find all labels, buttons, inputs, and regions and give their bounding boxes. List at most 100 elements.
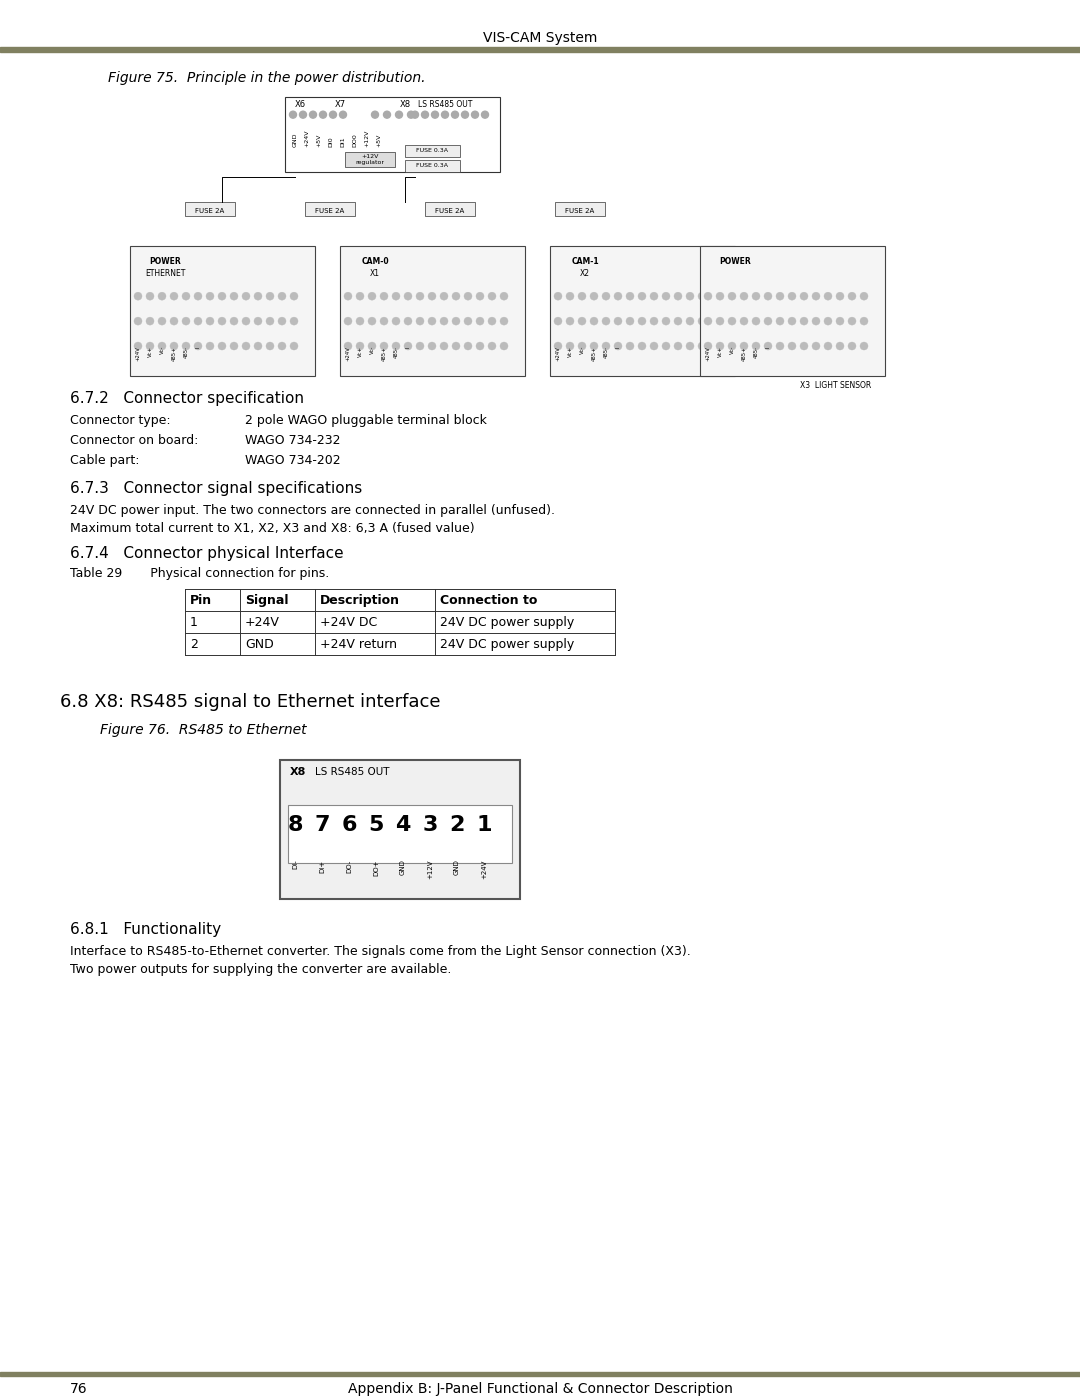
Text: FUSE 0.3A: FUSE 0.3A <box>416 163 448 168</box>
Text: Figure 76.  RS485 to Ethernet: Figure 76. RS485 to Ethernet <box>100 722 307 738</box>
Circle shape <box>662 292 670 300</box>
Circle shape <box>500 342 508 351</box>
Circle shape <box>788 292 796 300</box>
Text: FUSE 2A: FUSE 2A <box>565 208 595 214</box>
Circle shape <box>345 342 352 351</box>
Circle shape <box>440 317 448 326</box>
Circle shape <box>812 317 820 326</box>
Circle shape <box>453 317 460 326</box>
Circle shape <box>383 112 391 119</box>
Circle shape <box>476 317 484 326</box>
Circle shape <box>299 112 307 119</box>
Text: 6.8 X8: RS⁠485 signal to Ethernet interface: 6.8 X8: RS⁠485 signal to Ethernet interf… <box>60 693 441 711</box>
Circle shape <box>566 342 573 351</box>
Text: 4: 4 <box>395 814 410 834</box>
Circle shape <box>440 292 448 300</box>
Circle shape <box>461 112 469 119</box>
Text: FUSE 2A: FUSE 2A <box>195 208 225 214</box>
Circle shape <box>716 317 724 326</box>
Circle shape <box>482 112 488 119</box>
Circle shape <box>428 342 436 351</box>
Circle shape <box>254 342 262 351</box>
Text: X6: X6 <box>295 101 306 109</box>
Circle shape <box>416 317 424 326</box>
Circle shape <box>356 317 364 326</box>
Text: Cable part:: Cable part: <box>70 454 139 467</box>
Text: VIS-CAM System: VIS-CAM System <box>483 31 597 45</box>
Text: Signal: Signal <box>245 594 288 606</box>
Text: DI1: DI1 <box>340 136 346 147</box>
Circle shape <box>836 342 843 351</box>
Circle shape <box>158 292 166 300</box>
Circle shape <box>777 317 784 326</box>
Circle shape <box>291 342 298 351</box>
Circle shape <box>432 112 438 119</box>
Text: X7: X7 <box>335 101 346 109</box>
Circle shape <box>368 317 376 326</box>
Circle shape <box>764 317 772 326</box>
Circle shape <box>602 292 610 300</box>
Circle shape <box>566 317 573 326</box>
Text: DI+: DI+ <box>319 859 325 873</box>
Circle shape <box>500 292 508 300</box>
Circle shape <box>650 342 658 351</box>
Circle shape <box>848 342 856 351</box>
Circle shape <box>146 292 154 300</box>
Circle shape <box>740 342 748 351</box>
Circle shape <box>615 292 622 300</box>
Bar <box>405 145 460 156</box>
Text: +5V: +5V <box>316 133 322 147</box>
Circle shape <box>206 342 214 351</box>
Circle shape <box>416 342 424 351</box>
Circle shape <box>674 342 681 351</box>
Text: GND: GND <box>454 859 460 876</box>
Text: 6.7.4   Connector physical Interface: 6.7.4 Connector physical Interface <box>70 546 343 562</box>
Circle shape <box>716 342 724 351</box>
Circle shape <box>146 317 154 326</box>
Text: ETHERNET: ETHERNET <box>145 268 185 278</box>
Bar <box>185 203 235 217</box>
Circle shape <box>488 292 496 300</box>
Text: Pin: Pin <box>190 594 212 606</box>
Circle shape <box>183 342 190 351</box>
Circle shape <box>372 112 378 119</box>
Text: GND: GND <box>245 637 273 651</box>
Circle shape <box>590 317 598 326</box>
Circle shape <box>698 292 706 300</box>
Circle shape <box>392 317 400 326</box>
Circle shape <box>170 317 178 326</box>
Circle shape <box>289 112 297 119</box>
Circle shape <box>254 292 262 300</box>
Circle shape <box>602 342 610 351</box>
Bar <box>426 203 475 217</box>
Circle shape <box>752 292 760 300</box>
Text: X8: X8 <box>400 101 410 109</box>
Text: 6.7.3   Connector signal specifications: 6.7.3 Connector signal specifications <box>70 481 362 496</box>
Bar <box>288 805 512 862</box>
Text: I: I <box>766 346 770 348</box>
Circle shape <box>626 317 634 326</box>
Text: +24V: +24V <box>481 859 487 879</box>
Circle shape <box>800 317 808 326</box>
Circle shape <box>183 317 190 326</box>
Text: CAM-0: CAM-0 <box>361 257 389 265</box>
Text: Table 29       Physical connection for pins.: Table 29 Physical connection for pins. <box>70 567 329 580</box>
Circle shape <box>407 112 415 119</box>
Circle shape <box>134 292 141 300</box>
Text: 2: 2 <box>190 637 198 651</box>
Circle shape <box>134 317 141 326</box>
Circle shape <box>254 317 262 326</box>
Circle shape <box>194 317 202 326</box>
Circle shape <box>291 292 298 300</box>
Circle shape <box>836 292 843 300</box>
Circle shape <box>404 342 411 351</box>
Circle shape <box>345 292 352 300</box>
Text: 5: 5 <box>368 814 383 834</box>
Circle shape <box>554 342 562 351</box>
Circle shape <box>404 292 411 300</box>
Text: X3  LIGHT SENSOR: X3 LIGHT SENSOR <box>800 381 872 390</box>
Circle shape <box>704 342 712 351</box>
Text: Vc-: Vc- <box>729 346 734 355</box>
Text: Vc-: Vc- <box>580 346 584 355</box>
Circle shape <box>777 292 784 300</box>
